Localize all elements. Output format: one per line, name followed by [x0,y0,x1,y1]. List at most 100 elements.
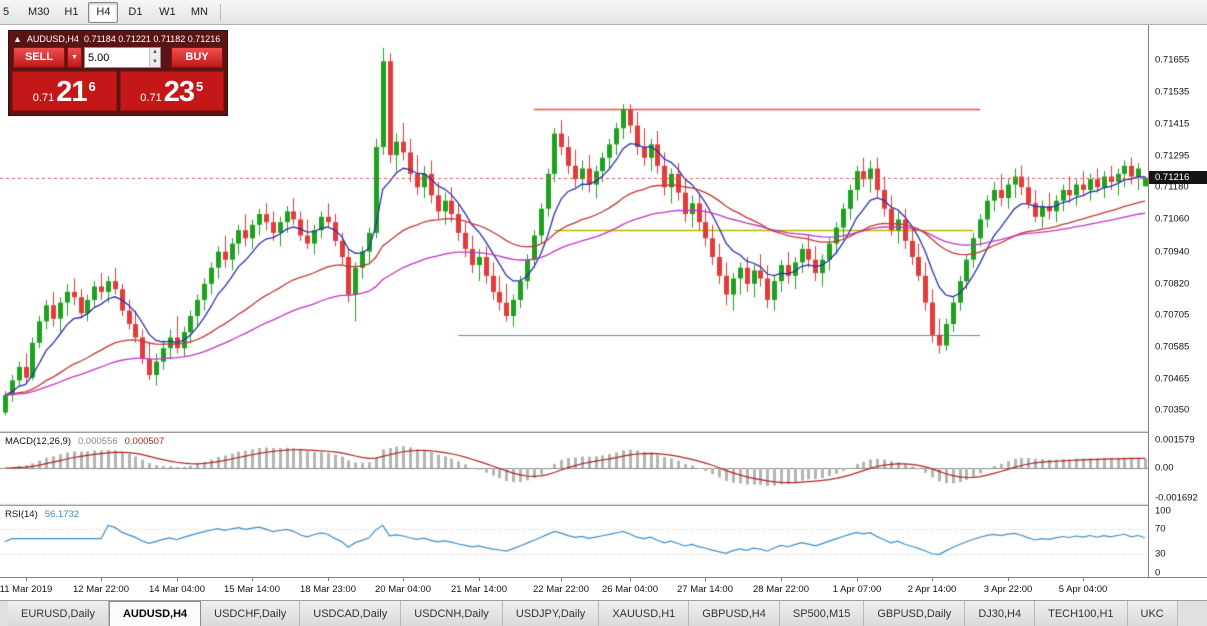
rsi-label: RSI(14) 56.1732 [5,509,79,520]
price-axis-label: 0.71415 [1155,118,1190,130]
price-axis[interactable]: 0.71216 0.71655 0.71535 0.71415 0.71295 0.71… [1148,25,1207,578]
time-axis-label: 15 Mar 14:00 [224,584,280,595]
pane-splitter-rsi[interactable] [0,503,1207,506]
time-axis-label: 12 Mar 22:00 [73,584,129,595]
buy-price-pip: 5 [195,79,204,94]
time-axis-label: 14 Mar 04:00 [149,584,205,595]
timeframe-button-H1[interactable]: H1 [64,5,79,18]
macd-axis-label: 0.00 [1155,462,1174,474]
time-axis-tick [1008,578,1009,581]
timeframe-button-M30[interactable]: M30 [28,5,50,18]
time-axis-tick [1083,578,1084,581]
time-axis-label: 3 Apr 22:00 [983,584,1033,595]
chart-tab-sp500-m15[interactable]: SP500,M15 [779,601,865,626]
macd-signal-value: 0.000507 [124,436,165,447]
time-axis[interactable]: 11 Mar 2019 12 Mar 22:00 14 Mar 04:00 15 Ma… [0,577,1207,600]
time-axis-label: 28 Mar 22:00 [753,584,809,595]
buy-price-button[interactable]: 0.71 23 5 [119,71,224,111]
rsi-axis-label: 30 [1155,548,1166,560]
time-axis-label: 2 Apr 14:00 [907,584,957,595]
one-click-trade-panel: ▲ AUDUSD,H4 0.71184 0.71221 0.71182 0.71… [8,30,228,116]
toolbar-separator [220,3,222,21]
time-axis-tick [561,578,562,581]
time-axis-tick [479,578,480,581]
time-axis-tick [403,578,404,581]
price-axis-label: 0.71655 [1155,54,1190,66]
sell-price-prefix: 0.71 [32,92,55,104]
chart-tab-usdjpy-daily[interactable]: USDJPY,Daily [502,601,600,626]
time-axis-tick [630,578,631,581]
macd-name: MACD(12,26,9) [5,436,71,447]
trade-panel-header: ▲ AUDUSD,H4 0.71184 0.71221 0.71182 0.71… [9,31,227,46]
chart-tabs-bar: EURUSD,Daily AUDUSD,H4 USDCHF,Daily USDCAD,… [0,600,1207,626]
rsi-axis-label: 100 [1155,505,1171,517]
chart-window: 0.71216 0.71655 0.71535 0.71415 0.71295 0.71… [0,25,1207,600]
timeframe-button-W1[interactable]: W1 [159,5,176,18]
time-axis-tick [705,578,706,581]
macd-pane-canvas[interactable] [0,433,1148,503]
macd-main-value: 0.000556 [78,436,118,447]
chart-tab-gbpusd-h4[interactable]: GBPUSD,H4 [689,601,780,626]
price-axis-label: 0.71180 [1155,181,1189,193]
macd-label: MACD(12,26,9) 0.000556 0.000507 [5,436,164,447]
chart-tab-usdcad-daily[interactable]: USDCAD,Daily [300,601,402,626]
price-axis-label: 0.70705 [1155,309,1190,321]
chart-tab-tech100-h1[interactable]: TECH100,H1 [1035,601,1128,626]
buy-price-prefix: 0.71 [140,92,162,104]
volume-down-icon[interactable]: ▼ [149,57,160,67]
chart-tab-usdchf-daily[interactable]: USDCHF,Daily [201,601,301,626]
buy-price-big: 23 [163,76,195,108]
time-axis-label: 11 Mar 2019 [0,584,53,595]
time-axis-label: 20 Mar 04:00 [375,584,431,595]
volume-input[interactable] [85,51,149,64]
price-axis-label: 0.70820 [1155,278,1190,290]
quote-prices-row: 0.71 21 6 0.71 23 5 [9,71,227,115]
price-axis-label: 0.71060 [1155,213,1190,225]
time-axis-tick [26,578,27,581]
chart-symbol-label: AUDUSD,H4 [26,34,79,44]
time-axis-tick [252,578,253,581]
sell-button[interactable]: SELL [13,47,65,68]
chart-tab-usdcnh-daily[interactable]: USDCNH,Daily [401,601,503,626]
time-axis-tick [781,578,782,581]
price-axis-label: 0.71295 [1155,150,1190,162]
chart-tab-audusd-h4[interactable]: AUDUSD,H4 [108,601,202,626]
order-type-dropdown[interactable]: ▼ [67,47,82,68]
collapse-panel-icon[interactable]: ▲ [13,34,22,44]
rsi-value: 56.1732 [44,509,80,520]
time-axis-tick [328,578,329,581]
sell-price-big: 21 [56,76,87,108]
time-axis-tick [857,578,858,581]
chart-ohlc-values: 0.71184 0.71221 0.71182 0.71216 [83,34,221,44]
rsi-axis-label: 0 [1155,567,1161,578]
timeframe-toolbar: 5 M30 H1 H4 D1 W1 MN [0,0,1207,25]
timeframe-button-MN[interactable]: MN [190,5,208,18]
timeframe-button-5[interactable]: 5 [2,5,10,18]
buy-button[interactable]: BUY [171,47,223,68]
macd-axis-label: 0.001579 [1155,434,1195,446]
time-axis-label: 27 Mar 14:00 [677,584,733,595]
current-price-box: 0.71216 [1149,171,1207,185]
sell-price-button[interactable]: 0.71 21 6 [12,71,117,111]
chart-tab-gbpusd-daily[interactable]: GBPUSD,Daily [864,601,966,626]
chart-tab-xauusd-h1[interactable]: XAUUSD,H1 [599,601,690,626]
volume-up-icon[interactable]: ▲ [149,48,160,58]
rsi-pane-canvas[interactable] [0,506,1148,577]
time-axis-label: 5 Apr 04:00 [1058,584,1108,595]
chart-tab-eurusd-daily[interactable]: EURUSD,Daily [8,601,109,626]
rsi-axis-label: 70 [1155,523,1166,535]
pane-splitter-macd[interactable] [0,430,1207,433]
chart-tab-ukc[interactable]: UKC [1127,601,1178,626]
time-axis-label: 22 Mar 22:00 [533,584,589,595]
price-axis-label: 0.70585 [1155,341,1190,353]
price-axis-label: 0.70940 [1155,246,1190,258]
time-axis-tick [177,578,178,581]
timeframe-button-D1[interactable]: D1 [128,5,143,18]
sell-price-pip: 6 [88,79,96,94]
time-axis-label: 1 Apr 07:00 [832,584,882,595]
price-axis-label: 0.70350 [1155,404,1190,416]
timeframe-button-H4[interactable]: H4 [88,1,119,23]
chart-tab-dj30-h4[interactable]: DJ30,H4 [965,601,1036,626]
trade-controls-row: SELL ▼ ▲ ▼ BUY [9,46,227,71]
time-axis-label: 26 Mar 04:00 [602,584,658,595]
